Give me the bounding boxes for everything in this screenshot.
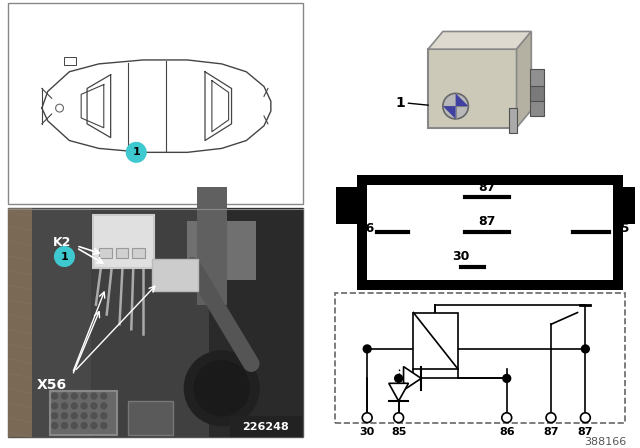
Circle shape (61, 403, 67, 409)
Circle shape (443, 93, 468, 119)
Circle shape (364, 345, 371, 353)
Text: 85: 85 (391, 427, 406, 437)
Circle shape (91, 422, 97, 429)
Text: X56: X56 (37, 378, 67, 392)
Circle shape (71, 403, 77, 409)
Circle shape (91, 393, 97, 399)
Circle shape (394, 413, 404, 422)
Circle shape (81, 393, 87, 399)
Bar (91, 208, 209, 437)
Circle shape (71, 422, 77, 429)
Bar (310, 3, 632, 172)
Bar (413, 313, 458, 369)
Bar (129, 401, 173, 435)
Bar (531, 83, 544, 101)
Circle shape (52, 422, 58, 429)
Bar (531, 69, 544, 86)
Bar (230, 416, 302, 437)
Text: 86: 86 (357, 221, 374, 234)
Bar (357, 175, 623, 290)
Text: 30: 30 (360, 427, 375, 437)
Circle shape (52, 403, 58, 409)
Circle shape (581, 345, 589, 353)
Text: 87: 87 (578, 427, 593, 437)
Bar (531, 98, 544, 116)
Bar (8, 3, 303, 204)
FancyBboxPatch shape (152, 259, 198, 291)
Text: 388166: 388166 (584, 437, 627, 448)
Circle shape (395, 375, 403, 382)
Circle shape (580, 413, 590, 422)
Bar (335, 293, 625, 422)
Polygon shape (404, 366, 421, 390)
Polygon shape (456, 93, 468, 106)
Bar (623, 187, 640, 224)
Circle shape (71, 393, 77, 399)
Bar (132, 248, 145, 258)
Circle shape (81, 413, 87, 419)
Bar (8, 208, 32, 437)
Polygon shape (516, 31, 531, 128)
Circle shape (184, 351, 259, 426)
Circle shape (502, 413, 511, 422)
Circle shape (71, 413, 77, 419)
Circle shape (194, 361, 249, 416)
Text: 1: 1 (61, 251, 68, 262)
Circle shape (546, 413, 556, 422)
Polygon shape (443, 106, 456, 119)
Bar (116, 248, 129, 258)
Text: 226248: 226248 (243, 422, 289, 431)
Bar (509, 108, 516, 133)
Bar (336, 187, 357, 224)
Polygon shape (428, 31, 531, 49)
Circle shape (54, 247, 74, 267)
Circle shape (91, 413, 97, 419)
Circle shape (52, 413, 58, 419)
Circle shape (81, 403, 87, 409)
Circle shape (56, 104, 63, 112)
Text: 1: 1 (132, 147, 140, 157)
Bar (65, 57, 76, 65)
Bar (50, 391, 116, 435)
Bar (32, 208, 91, 437)
Circle shape (126, 142, 146, 162)
Text: 1: 1 (396, 96, 406, 110)
Circle shape (61, 393, 67, 399)
Bar (188, 221, 256, 280)
Circle shape (101, 403, 107, 409)
Circle shape (101, 422, 107, 429)
Circle shape (101, 393, 107, 399)
Circle shape (362, 413, 372, 422)
Text: K2: K2 (52, 236, 71, 249)
Bar (99, 248, 111, 258)
Text: 87: 87 (543, 427, 559, 437)
Circle shape (52, 393, 58, 399)
Bar (197, 187, 227, 305)
Circle shape (81, 422, 87, 429)
Circle shape (61, 413, 67, 419)
Polygon shape (388, 383, 408, 401)
Bar (367, 185, 613, 280)
Text: 87: 87 (478, 215, 496, 228)
Bar (209, 208, 303, 437)
Text: 30: 30 (452, 250, 469, 263)
FancyBboxPatch shape (428, 49, 516, 128)
Circle shape (503, 375, 511, 382)
Bar (8, 208, 303, 437)
Circle shape (101, 413, 107, 419)
Circle shape (61, 422, 67, 429)
Text: 87: 87 (478, 181, 496, 194)
Text: 85: 85 (612, 221, 629, 234)
Circle shape (91, 403, 97, 409)
Text: 86: 86 (499, 427, 515, 437)
FancyBboxPatch shape (93, 215, 154, 268)
